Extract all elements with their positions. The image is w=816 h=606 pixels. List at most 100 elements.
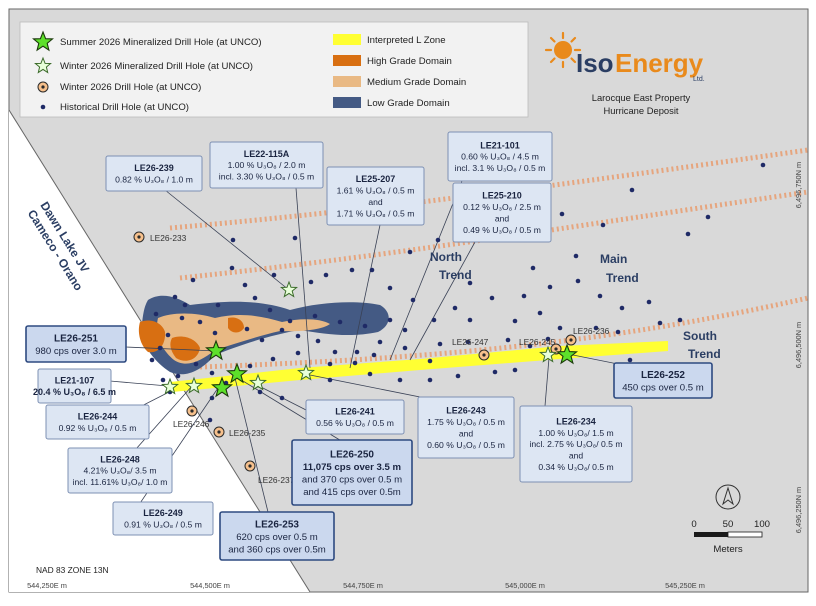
legend-label: Winter 2026 Mineralized Drill Hole (at U… <box>60 61 253 72</box>
scale-bar: 0 50 100 Meters <box>691 519 770 555</box>
easting-label: 544,750E m <box>343 581 383 590</box>
historical-hole <box>387 317 393 323</box>
hole-label: LE26-247 <box>452 337 489 347</box>
easting-label: 545,250E m <box>665 581 705 590</box>
historical-hole <box>332 349 338 355</box>
easting-label: 545,000E m <box>505 581 545 590</box>
property-name: Larocque East Property <box>592 92 691 103</box>
light-star-icon <box>185 376 203 394</box>
callout-line: 0.92 % U₃O₈ / 0.5 m <box>59 423 137 433</box>
summer-2026-mineralized-holes <box>205 339 578 398</box>
high-grade-domain <box>138 320 166 353</box>
ringed-dot-icon <box>478 349 490 361</box>
historical-hole <box>427 358 433 364</box>
callout-line: 11,075 cps over 3.5 m <box>303 462 401 473</box>
callout-line: 0.34 % U₃O₈/ 0.5 m <box>538 462 613 472</box>
callout-title: LE21-107 <box>55 376 95 386</box>
historical-hole <box>435 237 441 243</box>
callout-le26-252: LE26-252 450 cps over 0.5 m <box>613 362 713 399</box>
historical-hole <box>760 162 766 168</box>
historical-hole <box>427 377 433 383</box>
callout-title: LE26-248 <box>100 454 140 464</box>
scale-tick: 100 <box>754 519 770 530</box>
historical-hole <box>230 237 236 243</box>
historical-hole <box>512 367 518 373</box>
light-star-icon <box>34 56 52 74</box>
historical-hole <box>157 345 163 351</box>
historical-hole <box>267 307 273 313</box>
legend-swatch-high <box>333 55 361 66</box>
historical-hole <box>437 341 443 347</box>
light-star-icon <box>249 373 267 391</box>
south-trend-word: Trend <box>688 347 721 361</box>
historical-drill-holes <box>149 162 766 423</box>
historical-hole <box>489 295 495 301</box>
light-star-icon <box>297 363 315 381</box>
south-trend-line <box>169 295 808 371</box>
logo-brand-b: Energy <box>615 48 704 78</box>
callout-title: LE26-239 <box>134 163 174 173</box>
datum-label: NAD 83 ZONE 13N <box>36 565 109 575</box>
light-star-icon <box>539 345 557 363</box>
historical-hole <box>271 272 277 278</box>
callout-line: incl. 2.75 % U₃O₈/ 0.5 m <box>529 439 622 449</box>
historical-hole <box>160 377 166 383</box>
callout-line: 0.56 % U₃O₈ / 0.5 m <box>316 418 394 428</box>
green-star-icon <box>205 339 227 361</box>
callout-title: LE25-210 <box>482 191 522 201</box>
winter-2026-mineralized-holes <box>161 280 557 395</box>
historical-hole <box>573 253 579 259</box>
callout-line: 4.21% U₃O₈/ 3.5 m <box>84 466 157 476</box>
historical-hole <box>242 282 248 288</box>
hole-label: LE26-245 <box>519 337 556 347</box>
historical-hole <box>615 329 621 335</box>
historical-hole <box>312 313 318 319</box>
logo-suffix: Ltd. <box>693 76 705 83</box>
historical-hole <box>557 325 563 331</box>
legend: Summer 2026 Mineralized Drill Hole (at U… <box>19 21 529 118</box>
callout-line: and 415 cps over 0.5m <box>303 487 401 498</box>
historical-hole <box>172 294 178 300</box>
historical-hole <box>431 317 437 323</box>
legend-label: Interpreted L Zone <box>367 35 446 46</box>
historical-hole <box>259 337 265 343</box>
historical-hole <box>252 295 258 301</box>
callout-title: LE26-253 <box>255 519 299 530</box>
sun-icon <box>544 31 582 69</box>
hole-label: LE26-233 <box>150 233 187 243</box>
historical-hole <box>492 369 498 375</box>
scale-unit: Meters <box>713 544 743 555</box>
historical-hole <box>677 317 683 323</box>
historical-hole <box>597 293 603 299</box>
callout-line: 450 cps over 0.5 m <box>622 383 704 394</box>
historical-hole <box>207 417 213 423</box>
callout-title: LE26-252 <box>641 370 685 381</box>
callout-line: 1.00 % U₃O₈/ 1.5 m <box>538 428 613 438</box>
legend-swatch-l-zone <box>333 34 361 45</box>
callout-line: 1.75 % U₃O₈ / 0.5 m <box>427 417 505 427</box>
historical-hole <box>349 267 355 273</box>
callout-line: 1.00 % U₃O₈ / 2.0 m <box>228 160 306 170</box>
callout-line: 0.91 % U₃O₈ / 0.5 m <box>124 519 202 529</box>
ringed-dot-icon <box>244 460 256 472</box>
callout-title: LE26-234 <box>556 416 596 426</box>
historical-hole <box>455 373 461 379</box>
north-trend-word: Trend <box>439 268 472 282</box>
historical-hole <box>244 326 250 332</box>
northing-label: 6,496,500N m <box>794 322 803 368</box>
historical-hole <box>209 395 215 401</box>
historical-hole <box>397 377 403 383</box>
historical-hole <box>465 339 471 345</box>
callout-title: LE26-243 <box>446 406 486 416</box>
historical-hole <box>292 235 298 241</box>
callout-line: and <box>569 451 584 461</box>
historical-hole <box>362 323 368 329</box>
historical-hole <box>153 311 159 317</box>
callout-title: LE26-251 <box>54 334 98 345</box>
easting-label: 544,500E m <box>190 581 230 590</box>
callout-line: and 370 cps over 0.5 m <box>302 475 402 486</box>
